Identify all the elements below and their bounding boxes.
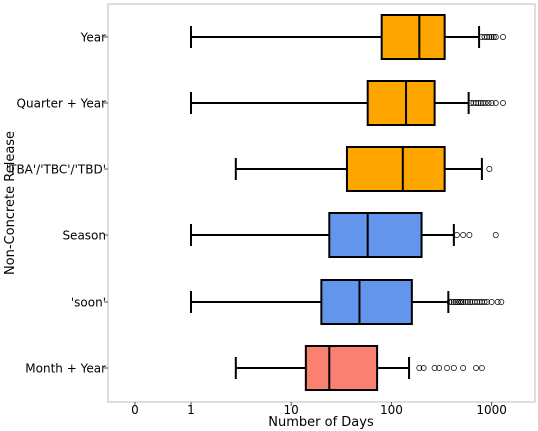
outlier-point (460, 299, 467, 305)
y-tick-label: Season (62, 229, 106, 243)
plot-frame (107, 3, 536, 403)
x-tick-label: 1000 (476, 403, 507, 417)
box-3 (190, 212, 499, 258)
outlier-point (485, 100, 492, 106)
box-iqr (320, 279, 413, 325)
y-tick-label: Year (80, 31, 106, 45)
outlier-point (436, 365, 443, 371)
y-axis-title: Non-Concrete Release (3, 131, 18, 275)
boxes-layer (190, 14, 506, 391)
outlier-point (471, 299, 478, 305)
outlier-point (450, 365, 457, 371)
outlier-point (420, 365, 427, 371)
outlier-point (458, 299, 465, 305)
x-tick-label: 100 (380, 403, 403, 417)
outlier-point (482, 100, 489, 106)
outlier-point (456, 299, 463, 305)
x-axis: 0 1 10 100 1000 (131, 402, 507, 417)
outlier-point (460, 232, 467, 238)
outlier-point (431, 365, 438, 371)
outlier-point (488, 100, 495, 106)
outlier-point (466, 232, 473, 238)
box-iqr (380, 14, 446, 60)
outlier-point (446, 299, 453, 305)
box-0 (190, 14, 506, 60)
outlier-point (452, 299, 459, 305)
box-iqr (328, 212, 423, 258)
outlier-point (473, 365, 480, 371)
box-5 (234, 345, 485, 391)
outlier-point (462, 299, 469, 305)
outlier-point (484, 34, 490, 40)
y-tick-label: Month + Year (25, 362, 106, 376)
outlier-point (478, 365, 485, 371)
box-1 (190, 80, 506, 126)
outlier-point (488, 299, 495, 305)
box-4 (190, 279, 505, 325)
x-tick-label: 1 (187, 403, 195, 417)
outlier-point (467, 299, 474, 305)
outlier-point (492, 100, 499, 106)
box-iqr (345, 146, 446, 192)
outlier-point (448, 299, 455, 305)
outlier-point (500, 34, 506, 40)
outlier-point (460, 365, 467, 371)
y-tick-label: 'soon' (71, 296, 106, 310)
outlier-point (450, 299, 457, 305)
box-iqr (304, 345, 379, 391)
outlier-point (486, 166, 493, 172)
box-2 (234, 146, 493, 192)
outlier-point (444, 365, 451, 371)
outlier-point (475, 100, 482, 106)
outlier-point (498, 299, 505, 305)
outlier-point (494, 299, 501, 305)
outlier-point (492, 232, 499, 238)
outlier-point (488, 34, 495, 40)
outlier-point (486, 34, 493, 40)
y-tick-label: 'TBA'/'TBC'/'TBD' (6, 163, 106, 177)
box-iqr (366, 80, 436, 126)
outlier-point (474, 299, 481, 305)
y-axis: Year Quarter + Year 'TBA'/'TBC'/'TBD' Seaso… (6, 31, 108, 376)
outlier-point (477, 100, 484, 106)
outlier-point (484, 299, 490, 305)
outlier-point (453, 232, 460, 238)
outlier-point (500, 100, 506, 106)
outlier-point (492, 34, 499, 40)
outlier-point (473, 100, 480, 106)
outlier-point (481, 299, 488, 305)
outlier-point (481, 34, 488, 40)
outlier-point (416, 365, 423, 371)
outlier-point (490, 34, 497, 40)
x-tick-label: 0 (131, 403, 139, 417)
outlier-point (464, 299, 471, 305)
x-axis-title: Number of Days (268, 415, 374, 430)
x-tick-label: 10 (284, 403, 299, 417)
y-tick-label: Quarter + Year (17, 97, 107, 111)
